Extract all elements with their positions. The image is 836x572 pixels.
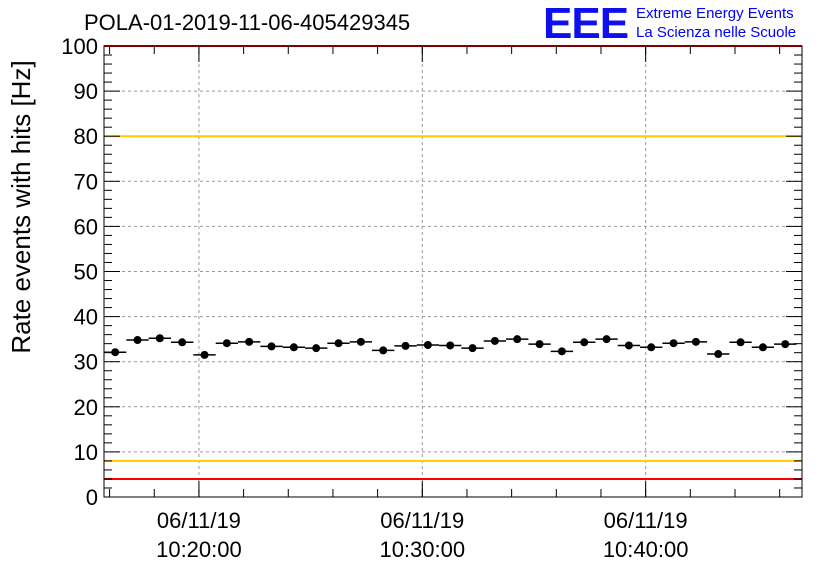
y-tick-label: 20 <box>74 395 98 420</box>
data-point <box>647 343 656 352</box>
data-point <box>736 338 745 347</box>
x-tick-label-date: 06/11/19 <box>157 508 241 533</box>
y-tick-label: 60 <box>74 214 98 239</box>
data-point <box>669 339 678 348</box>
data-point <box>289 343 298 352</box>
data-point <box>245 337 254 346</box>
x-tick-label-date: 06/11/19 <box>380 508 464 533</box>
data-point <box>624 341 633 350</box>
y-tick-label: 0 <box>86 485 98 510</box>
data-point <box>312 344 321 353</box>
logo-line-1: Extreme Energy Events <box>636 5 794 22</box>
y-tick-label: 40 <box>74 305 98 330</box>
axes <box>103 45 803 498</box>
data-point <box>602 335 611 344</box>
y-axis-label: Rate events with hits [Hz] <box>6 60 36 353</box>
data-point <box>334 339 343 348</box>
data-point <box>379 346 388 355</box>
chart-title: POLA-01-2019-11-06-405429345 <box>84 10 411 35</box>
reference-lines <box>104 45 802 480</box>
y-tick-label: 70 <box>74 169 98 194</box>
x-tick-label-time: 10:20:00 <box>156 537 242 562</box>
data-point <box>401 341 410 350</box>
data-point <box>423 341 432 350</box>
data-point <box>580 338 589 347</box>
data-point <box>356 337 365 346</box>
data-point <box>133 336 142 345</box>
data-point <box>758 343 767 352</box>
data-point <box>446 341 455 350</box>
y-tick-label: 30 <box>74 350 98 375</box>
y-tick-label: 90 <box>74 79 98 104</box>
data-point <box>155 334 164 343</box>
data-point <box>200 350 209 359</box>
x-tick-label-time: 10:30:00 <box>379 537 465 562</box>
x-tick-label-time: 10:40:00 <box>603 537 689 562</box>
logo-letters: EEE <box>543 0 629 48</box>
data-point <box>111 348 120 357</box>
data-point <box>691 337 700 346</box>
data-point <box>178 338 187 347</box>
grid <box>104 46 802 497</box>
data-points <box>104 334 797 359</box>
plot-frame <box>103 45 803 498</box>
data-point <box>468 344 477 353</box>
data-point <box>222 339 231 348</box>
y-tick-label: 10 <box>74 440 98 465</box>
data-point <box>513 335 522 344</box>
y-tick-label: 100 <box>61 34 98 59</box>
eee-logo: EEE Extreme Energy Events La Scienza nel… <box>543 2 796 46</box>
data-point <box>267 342 276 351</box>
y-tick-label: 50 <box>74 260 98 285</box>
data-point <box>535 340 544 349</box>
data-point <box>781 340 790 349</box>
logo-text: Extreme Energy Events La Scienza nelle S… <box>636 4 796 42</box>
data-point <box>557 347 566 356</box>
y-tick-label: 80 <box>74 124 98 149</box>
x-tick-label-date: 06/11/19 <box>604 508 688 533</box>
tick-labels: 0 10 20 30 40 50 60 70 80 90 100 06/11/19 10:20:00 06… <box>61 34 688 562</box>
data-point <box>490 336 499 345</box>
data-point <box>714 350 723 359</box>
logo-line-2: La Scienza nelle Scuole <box>636 24 797 41</box>
